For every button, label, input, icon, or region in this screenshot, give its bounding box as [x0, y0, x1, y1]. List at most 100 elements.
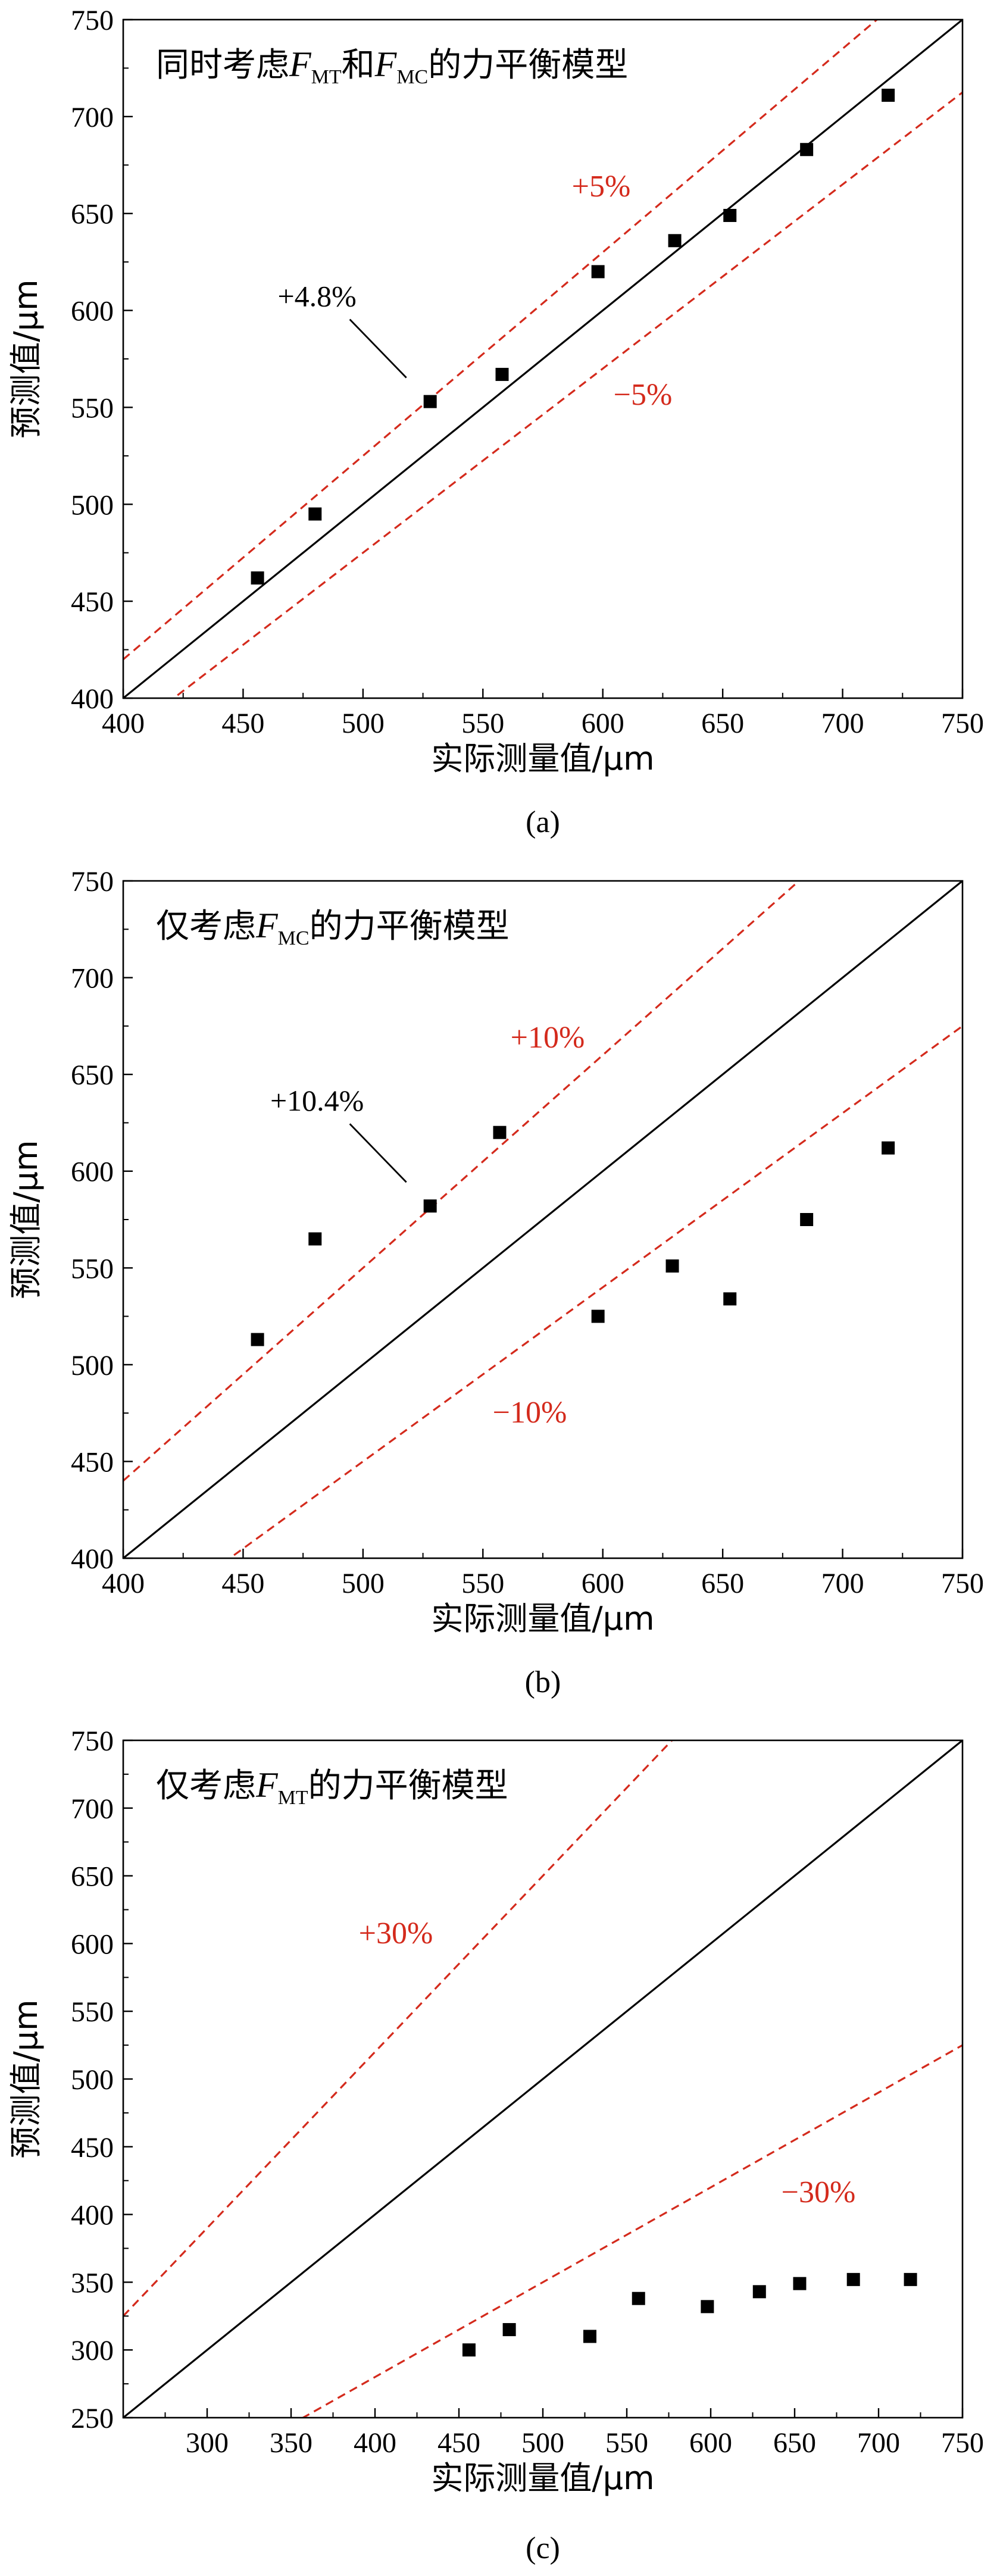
plot-area — [123, 1740, 962, 2418]
x-tick-label: 450 — [221, 708, 264, 739]
data-point — [583, 2330, 596, 2343]
title-text: 和 — [342, 46, 375, 85]
y-tick-label: 450 — [71, 586, 114, 618]
x-tick-label: 600 — [689, 2427, 732, 2459]
y-axis-label: 预测值/μm — [7, 279, 45, 438]
y-tick-label: 650 — [71, 199, 114, 230]
annotation-leader-line — [349, 1123, 407, 1183]
data-point — [800, 143, 814, 157]
y-tick-label: 500 — [71, 489, 114, 521]
title-text: 仅考虑 — [156, 907, 256, 946]
plot-area — [123, 20, 962, 698]
title-symbol: F — [255, 906, 279, 945]
x-tick-label: 650 — [773, 2427, 816, 2459]
band-line-lower — [301, 2044, 962, 2418]
y-tick-label: 250 — [71, 2403, 114, 2434]
data-point — [723, 1292, 737, 1306]
band-line-upper — [123, 20, 879, 661]
data-point — [723, 208, 737, 222]
x-tick-label: 750 — [941, 708, 984, 739]
data-point — [502, 2323, 516, 2337]
x-tick-label: 550 — [461, 1568, 504, 1599]
chart-title: 仅考虑FMT的力平衡模型 — [156, 1765, 508, 1809]
chart-panel-2: 400 450 500 550 600 650 700 750 400 450 500 550 600 6… — [7, 866, 984, 1699]
band-line-upper — [123, 1740, 674, 2317]
data-point — [882, 1141, 895, 1155]
x-tick-label: 700 — [821, 1568, 864, 1599]
data-point — [462, 2343, 476, 2357]
y-tick-label: 350 — [71, 2267, 114, 2299]
y-tick-label: 600 — [71, 1156, 114, 1188]
x-tick-label: 350 — [270, 2427, 312, 2459]
title-symbol: F — [255, 1765, 279, 1805]
x-tick-label: 450 — [221, 1568, 264, 1599]
band-line-lower — [172, 91, 962, 698]
band-line-lower — [228, 1025, 962, 1558]
band-label-lower: −10% — [493, 1396, 567, 1430]
y-tick-label: 750 — [71, 1725, 114, 1757]
data-point — [423, 395, 437, 408]
x-tick-label: 400 — [102, 1568, 145, 1599]
title-text: 的力平衡模型 — [310, 907, 510, 946]
data-point — [251, 1333, 264, 1346]
title-subscript: MT — [311, 66, 342, 88]
data-point — [308, 507, 322, 521]
y-tick-label: 550 — [71, 1253, 114, 1284]
data-point — [591, 1309, 605, 1323]
y-axis-label: 预测值/μm — [7, 1140, 45, 1299]
y-tick-label: 450 — [71, 1446, 114, 1478]
chart-title: 仅考虑FMC的力平衡模型 — [156, 906, 510, 949]
y-tick-label: 550 — [71, 392, 114, 424]
y-tick-label: 550 — [71, 1996, 114, 2028]
y-tick-label: 700 — [71, 1793, 114, 1825]
data-point — [882, 89, 895, 102]
data-point — [846, 2272, 860, 2286]
x-axis-label: 实际测量值/μm — [431, 2459, 654, 2497]
y-tick-label: 600 — [71, 296, 114, 327]
x-tick-label: 500 — [521, 2427, 564, 2459]
data-point — [701, 2300, 714, 2314]
title-text: 的力平衡模型 — [308, 1767, 508, 1805]
x-axis-label: 实际测量值/μm — [431, 1600, 654, 1637]
y-tick-label: 650 — [71, 1059, 114, 1091]
x-tick-label: 650 — [701, 708, 744, 739]
data-point — [752, 2285, 766, 2299]
y-tick-label: 400 — [71, 1543, 114, 1575]
x-tick-label: 550 — [605, 2427, 648, 2459]
x-tick-label: 450 — [438, 2427, 480, 2459]
y-tick-label: 300 — [71, 2335, 114, 2366]
data-point — [668, 234, 682, 248]
x-tick-label: 750 — [941, 1568, 984, 1599]
x-tick-label: 550 — [461, 708, 504, 739]
x-tick-label: 300 — [186, 2427, 229, 2459]
y-tick-label: 500 — [71, 2064, 114, 2096]
chart-panel-3: 300 350 400 450 500 550 600 650 700 750 250 300 350 4… — [7, 1725, 984, 2565]
panel-label: (a) — [526, 805, 560, 839]
data-point — [665, 1259, 679, 1273]
band-label-upper: +5% — [572, 170, 631, 204]
y-tick-label: 500 — [71, 1350, 114, 1381]
chart-panel-1: 400 450 500 550 600 650 700 750 400 450 500 550 600 6… — [7, 5, 984, 839]
band-label-upper: +30% — [359, 1917, 433, 1950]
annotation-leader-line — [349, 318, 407, 379]
title-symbol: F — [289, 45, 312, 84]
data-point — [493, 1126, 507, 1139]
x-tick-label: 750 — [941, 2427, 984, 2459]
x-tick-label: 500 — [342, 708, 385, 739]
band-label-lower: −5% — [614, 378, 673, 412]
y-tick-label: 700 — [71, 102, 114, 133]
identity-line — [123, 1740, 962, 2418]
title-text: 仅考虑 — [156, 1767, 256, 1805]
x-tick-label: 600 — [582, 1568, 624, 1599]
band-line-upper — [123, 881, 801, 1482]
title-subscript: MC — [396, 66, 428, 88]
chart-title: 同时考虑FMT和FMC的力平衡模型 — [156, 45, 628, 88]
identity-line — [123, 881, 962, 1558]
panel-label: (c) — [526, 2531, 560, 2565]
y-tick-label: 400 — [71, 683, 114, 715]
y-tick-label: 600 — [71, 1928, 114, 1960]
y-tick-label: 400 — [71, 2200, 114, 2231]
title-symbol: F — [374, 45, 398, 84]
y-tick-label: 750 — [71, 5, 114, 36]
